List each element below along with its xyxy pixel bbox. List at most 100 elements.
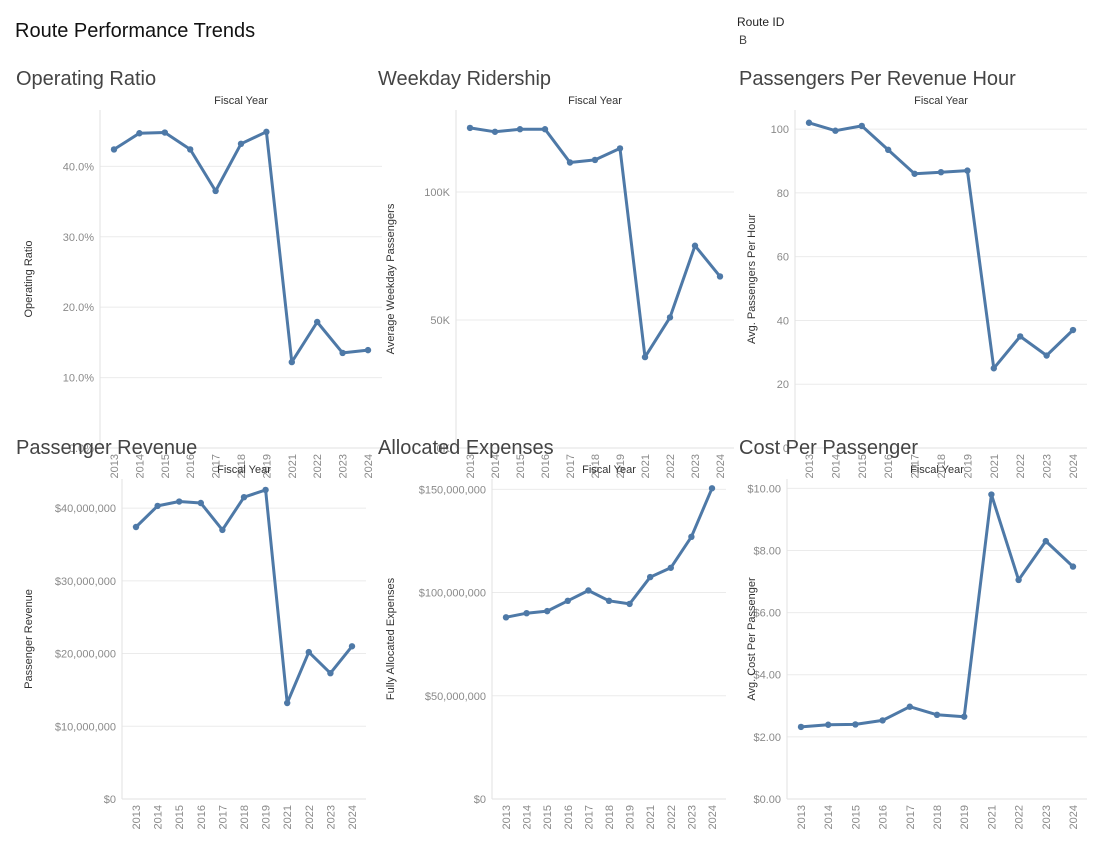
operating-ratio-data-point[interactable] [314, 318, 321, 326]
operating-ratio-y-tick-label: 10.0% [63, 373, 94, 385]
passenger-revenue-data-point[interactable] [284, 699, 291, 707]
passengers-per-revenue-hour-data-point[interactable] [990, 365, 997, 372]
allocated-expenses-x-tick-label: 2021 [645, 805, 657, 829]
allocated-expenses-y-tick-label: $0 [474, 794, 486, 806]
allocated-expenses-data-point[interactable] [667, 564, 674, 571]
passengers-per-revenue-hour-data-point[interactable] [1069, 326, 1077, 334]
allocated-expenses-chart: Fiscal Year $0 $50,000,000 $100,000,000 $150… [385, 464, 726, 829]
operating-ratio-x-tick-label: 2016 [185, 454, 197, 478]
allocated-expenses-y-tick-label: $50,000,000 [425, 691, 486, 703]
passengers-per-revenue-hour-data-point[interactable] [1043, 352, 1050, 359]
weekday-ridership-data-point[interactable] [516, 126, 524, 133]
passengers-per-revenue-hour-data-point[interactable] [805, 119, 813, 126]
allocated-expenses-data-point[interactable] [585, 587, 592, 594]
allocated-expenses-data-point[interactable] [544, 607, 551, 615]
allocated-expenses-data-point[interactable] [647, 573, 654, 581]
passengers-per-revenue-hour-data-point[interactable] [964, 167, 971, 174]
passenger-revenue-data-point[interactable] [305, 648, 312, 656]
passenger-revenue-data-point[interactable] [154, 502, 161, 510]
cost-per-passenger-data-point[interactable] [825, 721, 832, 728]
allocated-expenses-data-point[interactable] [688, 533, 695, 541]
weekday-ridership-x-tick-label: 2024 [715, 454, 727, 478]
allocated-expenses-data-point[interactable] [564, 597, 571, 605]
passengers-per-revenue-hour-x-tick-label: 2015 [857, 454, 869, 478]
operating-ratio-data-point[interactable] [110, 146, 118, 153]
passengers-per-revenue-hour-data-point[interactable] [858, 122, 865, 130]
passenger-revenue-data-point[interactable] [240, 493, 248, 501]
operating-ratio-data-point[interactable] [364, 346, 372, 354]
cost-per-passenger-series-line [800, 493, 1075, 729]
operating-ratio-data-point[interactable] [339, 349, 346, 357]
weekday-ridership-data-point[interactable] [591, 156, 599, 164]
operating-ratio-data-point[interactable] [237, 140, 245, 147]
route-id-filter[interactable]: Route ID B [737, 15, 784, 47]
cost-per-passenger-data-point[interactable] [797, 723, 805, 731]
passenger-revenue-data-point[interactable] [348, 643, 356, 650]
allocated-expenses-data-point[interactable] [708, 485, 716, 492]
operating-ratio-x-tick-label: 2022 [312, 454, 324, 478]
weekday-ridership-y-tick-label: 100K [424, 187, 450, 199]
weekday-ridership-x-tick-label: 2017 [565, 454, 577, 478]
weekday-ridership-x-tick-label: 2016 [540, 454, 552, 478]
weekday-ridership-data-point[interactable] [466, 124, 474, 132]
passenger-revenue-x-tick-label: 2019 [261, 805, 273, 829]
passengers-per-revenue-hour-data-point[interactable] [937, 168, 945, 176]
operating-ratio-panel: Operating Ratio Fiscal Year 0.0% 10.0% 20.0… [16, 68, 382, 478]
passenger-revenue-data-point[interactable] [176, 498, 183, 505]
allocated-expenses-data-point[interactable] [502, 614, 510, 621]
cost-per-passenger-data-point[interactable] [1015, 576, 1022, 584]
operating-ratio-y-tick-label: 40.0% [63, 161, 94, 173]
passenger-revenue-data-point[interactable] [327, 669, 334, 677]
cost-per-passenger-data-point[interactable] [1042, 537, 1049, 545]
allocated-expenses-data-point[interactable] [605, 597, 613, 605]
cost-per-passenger-data-point[interactable] [852, 721, 859, 728]
cost-per-passenger-data-point[interactable] [988, 491, 995, 498]
passenger-revenue-data-point[interactable] [262, 486, 269, 494]
weekday-ridership-data-point[interactable] [666, 314, 674, 321]
cost-per-passenger-data-point[interactable] [961, 713, 968, 720]
allocated-expenses-data-point[interactable] [626, 600, 633, 608]
weekday-ridership-x-tick-label: 2022 [665, 454, 677, 478]
allocated-expenses-data-point[interactable] [523, 609, 530, 617]
weekday-ridership-data-point[interactable] [716, 273, 724, 280]
cost-per-passenger-y-tick-label: $6.00 [753, 608, 781, 620]
weekday-ridership-data-point[interactable] [691, 242, 699, 249]
operating-ratio-data-point[interactable] [161, 129, 168, 136]
cost-per-passenger-data-point[interactable] [906, 703, 913, 710]
passenger-revenue-data-point[interactable] [197, 499, 204, 507]
cost-per-passenger-data-point[interactable] [879, 717, 886, 724]
cost-per-passenger-y-tick-label: $2.00 [753, 732, 781, 744]
allocated-expenses-panel: Allocated Expenses Fiscal Year $0 $50,000,… [378, 437, 728, 837]
passenger-revenue-y-tick-label: $0 [104, 794, 116, 806]
passengers-per-revenue-hour-x-tick-label: 2017 [910, 454, 922, 478]
weekday-ridership-data-point[interactable] [616, 145, 624, 152]
passenger-revenue-column-header: Fiscal Year [217, 464, 271, 476]
operating-ratio-data-point[interactable] [288, 358, 295, 366]
weekday-ridership-data-point[interactable] [566, 159, 574, 166]
passengers-per-revenue-hour-data-point[interactable] [911, 170, 918, 177]
cost-per-passenger-title: Cost Per Passenger [739, 437, 918, 459]
cost-per-passenger-data-point[interactable] [1069, 563, 1077, 570]
weekday-ridership-data-point[interactable] [491, 128, 499, 135]
weekday-ridership-x-tick-label: 2015 [515, 454, 527, 478]
passengers-per-revenue-hour-x-tick-label: 2024 [1068, 454, 1080, 478]
operating-ratio-data-point[interactable] [187, 146, 194, 153]
passengers-per-revenue-hour-y-tick-label: 40 [777, 315, 789, 327]
passengers-per-revenue-hour-data-point[interactable] [832, 127, 839, 134]
cost-per-passenger-y-tick-label: $0.00 [753, 794, 781, 806]
weekday-ridership-chart: Fiscal Year 0K 50K 100K Average Weekday Pass… [385, 95, 734, 478]
passenger-revenue-series-line [134, 488, 354, 705]
operating-ratio-data-point[interactable] [136, 130, 143, 137]
operating-ratio-data-point[interactable] [212, 187, 219, 195]
passenger-revenue-data-point[interactable] [132, 523, 140, 531]
route-id-filter-value[interactable]: B [739, 33, 748, 47]
operating-ratio-x-tick-label: 2024 [363, 454, 375, 478]
cost-per-passenger-data-point[interactable] [933, 711, 941, 719]
weekday-ridership-data-point[interactable] [541, 126, 549, 133]
weekday-ridership-data-point[interactable] [641, 353, 649, 361]
passenger-revenue-data-point[interactable] [219, 526, 226, 534]
passengers-per-revenue-hour-data-point[interactable] [885, 146, 892, 154]
cost-per-passenger-y-tick-label: $4.00 [753, 670, 781, 682]
operating-ratio-data-point[interactable] [263, 128, 270, 136]
passengers-per-revenue-hour-data-point[interactable] [1017, 333, 1024, 340]
